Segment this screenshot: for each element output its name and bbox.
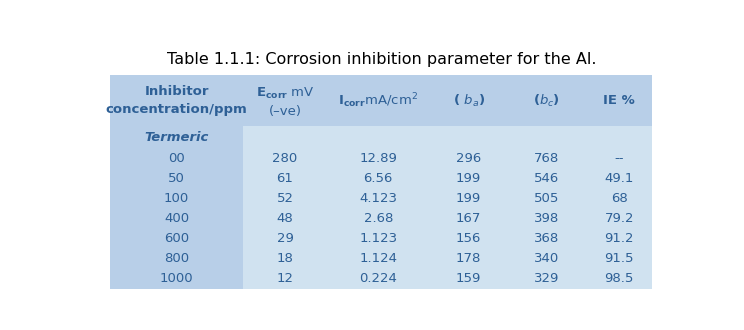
Text: ( $b_a$): ( $b_a$) xyxy=(452,92,484,109)
Text: 48: 48 xyxy=(277,212,293,225)
Text: (–ve): (–ve) xyxy=(269,105,301,118)
Text: 91.2: 91.2 xyxy=(604,232,634,245)
Bar xyxy=(243,209,327,229)
Text: 91.5: 91.5 xyxy=(604,252,634,265)
Text: --: -- xyxy=(615,152,624,165)
Text: 12.89: 12.89 xyxy=(359,152,397,165)
Bar xyxy=(429,269,507,289)
Bar xyxy=(586,189,652,209)
Bar xyxy=(507,229,586,249)
Text: 49.1: 49.1 xyxy=(604,172,634,185)
Bar xyxy=(243,229,327,249)
Text: 52: 52 xyxy=(277,192,293,205)
Bar xyxy=(507,269,586,289)
Text: 68: 68 xyxy=(611,192,627,205)
Text: 329: 329 xyxy=(534,272,559,285)
Bar xyxy=(110,149,243,169)
Bar xyxy=(110,126,243,149)
Text: Table 1.1.1: Corrosion inhibition parameter for the Al.: Table 1.1.1: Corrosion inhibition parame… xyxy=(167,52,596,67)
Bar xyxy=(327,209,429,229)
Text: 340: 340 xyxy=(534,252,559,265)
Bar xyxy=(110,75,652,126)
Text: 296: 296 xyxy=(456,152,481,165)
Bar xyxy=(586,269,652,289)
Text: 12: 12 xyxy=(277,272,293,285)
Text: ($b_c$): ($b_c$) xyxy=(533,92,560,109)
Bar xyxy=(429,229,507,249)
Text: 98.5: 98.5 xyxy=(604,272,634,285)
Bar xyxy=(429,169,507,189)
Text: 00: 00 xyxy=(168,152,185,165)
Text: 280: 280 xyxy=(272,152,298,165)
Text: 400: 400 xyxy=(164,212,189,225)
Text: 6.56: 6.56 xyxy=(364,172,393,185)
Text: 505: 505 xyxy=(534,192,559,205)
Bar xyxy=(327,269,429,289)
Text: 546: 546 xyxy=(534,172,559,185)
Bar xyxy=(243,149,327,169)
Text: 4.123: 4.123 xyxy=(359,192,397,205)
Bar xyxy=(429,209,507,229)
Text: 50: 50 xyxy=(168,172,185,185)
Bar xyxy=(586,229,652,249)
Text: Inhibitor
concentration/ppm: Inhibitor concentration/ppm xyxy=(106,85,248,116)
Bar xyxy=(327,169,429,189)
Text: 29: 29 xyxy=(277,232,293,245)
Bar xyxy=(110,169,243,189)
Text: 1.124: 1.124 xyxy=(359,252,397,265)
Text: 79.2: 79.2 xyxy=(604,212,634,225)
Text: 18: 18 xyxy=(277,252,293,265)
Bar xyxy=(110,269,243,289)
Text: 1000: 1000 xyxy=(160,272,193,285)
Bar xyxy=(110,209,243,229)
Text: 100: 100 xyxy=(164,192,189,205)
Text: $\mathbf{I_{corr}}$mA/cm$^2$: $\mathbf{I_{corr}}$mA/cm$^2$ xyxy=(339,91,418,110)
Text: 178: 178 xyxy=(456,252,481,265)
Bar xyxy=(586,149,652,169)
Bar xyxy=(507,189,586,209)
Bar xyxy=(429,149,507,169)
Bar xyxy=(243,126,652,149)
Bar xyxy=(327,189,429,209)
Bar xyxy=(429,249,507,269)
Text: 368: 368 xyxy=(534,232,559,245)
Bar xyxy=(243,169,327,189)
Text: $\mathbf{E_{corr}}$ mV: $\mathbf{E_{corr}}$ mV xyxy=(256,86,314,101)
Bar xyxy=(243,269,327,289)
Bar xyxy=(507,209,586,229)
Bar xyxy=(586,169,652,189)
Text: IE %: IE % xyxy=(603,94,635,107)
Bar xyxy=(507,249,586,269)
Text: 0.224: 0.224 xyxy=(359,272,397,285)
Text: Termeric: Termeric xyxy=(144,131,209,144)
Bar xyxy=(110,249,243,269)
Text: 398: 398 xyxy=(534,212,559,225)
Text: 167: 167 xyxy=(456,212,481,225)
Text: 600: 600 xyxy=(164,232,189,245)
Text: 156: 156 xyxy=(456,232,481,245)
Text: 1.123: 1.123 xyxy=(359,232,397,245)
Text: 199: 199 xyxy=(456,192,481,205)
Bar xyxy=(429,189,507,209)
Bar xyxy=(327,229,429,249)
Text: 61: 61 xyxy=(277,172,293,185)
Bar xyxy=(586,209,652,229)
Bar xyxy=(327,249,429,269)
Text: 2.68: 2.68 xyxy=(364,212,393,225)
Text: 800: 800 xyxy=(164,252,189,265)
Text: 199: 199 xyxy=(456,172,481,185)
Text: 768: 768 xyxy=(534,152,559,165)
Bar xyxy=(507,169,586,189)
Bar xyxy=(327,149,429,169)
Text: 159: 159 xyxy=(456,272,481,285)
Bar xyxy=(110,189,243,209)
Bar xyxy=(243,189,327,209)
Bar xyxy=(507,149,586,169)
Bar xyxy=(243,249,327,269)
Bar xyxy=(586,249,652,269)
Bar xyxy=(110,229,243,249)
